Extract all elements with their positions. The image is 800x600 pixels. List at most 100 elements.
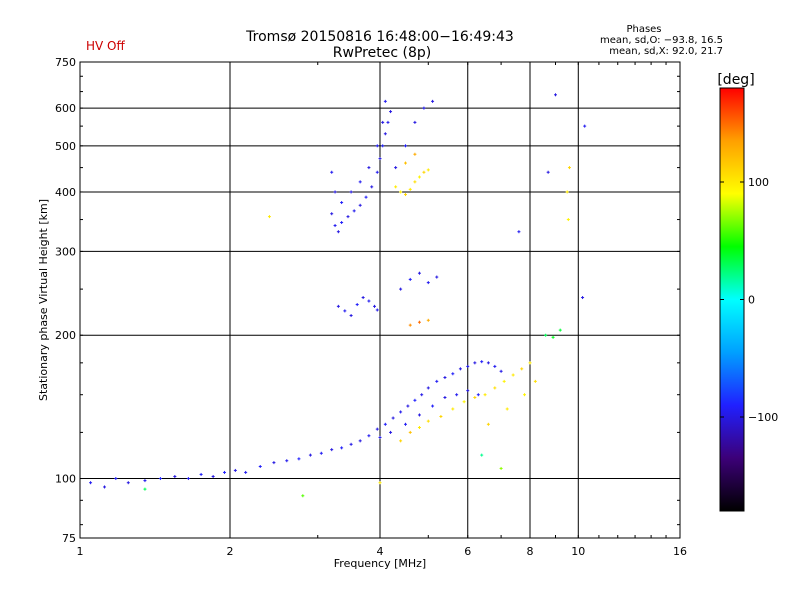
- data-point: [330, 212, 334, 216]
- data-point: [451, 372, 455, 376]
- data-point: [89, 481, 93, 485]
- data-point: [426, 168, 430, 172]
- x-tick-label: 1: [77, 545, 84, 558]
- data-point: [417, 175, 421, 179]
- data-point: [308, 453, 312, 457]
- data-point: [399, 439, 403, 443]
- data-point: [381, 120, 385, 124]
- chart-subtitle: RwPretec (8p): [333, 45, 431, 61]
- data-point: [378, 157, 382, 161]
- data-point: [361, 296, 365, 300]
- data-point: [364, 195, 368, 199]
- data-point: [373, 304, 377, 308]
- data-point: [483, 393, 487, 397]
- data-point: [389, 110, 393, 114]
- data-point: [352, 209, 356, 213]
- data-point: [458, 367, 462, 371]
- data-point: [158, 477, 162, 481]
- data-point: [553, 93, 557, 97]
- data-point: [417, 413, 421, 417]
- data-point: [358, 180, 362, 184]
- data-point: [367, 434, 371, 438]
- data-point: [346, 215, 350, 219]
- data-point: [455, 393, 459, 397]
- data-point: [330, 170, 334, 174]
- data-point: [258, 464, 262, 468]
- data-point: [233, 468, 237, 472]
- data-point: [511, 373, 515, 377]
- data-point: [413, 398, 417, 402]
- data-point: [403, 144, 407, 148]
- data-point: [466, 389, 470, 393]
- data-point: [546, 170, 550, 174]
- hv-status-label: HV Off: [86, 39, 125, 53]
- chart-title: Tromsø 20150816 16:48:00−16:49:43: [245, 29, 514, 45]
- data-point: [336, 230, 340, 234]
- x-tick-label: 6: [464, 545, 471, 558]
- data-point: [566, 218, 570, 222]
- y-tick-label: 400: [55, 186, 76, 199]
- phase-stats-line-2: mean, sd,X: 92.0, 21.7: [609, 46, 723, 57]
- data-point: [375, 427, 379, 431]
- data-point: [422, 106, 426, 110]
- data-point: [426, 318, 430, 322]
- data-point: [417, 271, 421, 275]
- y-tick-label: 750: [55, 56, 76, 69]
- data-point: [114, 477, 118, 481]
- data-point: [462, 400, 466, 404]
- data-point: [502, 379, 506, 383]
- data-point: [523, 393, 527, 397]
- data-point: [383, 99, 387, 103]
- colorbar-tick-label: −100: [748, 411, 778, 424]
- data-point: [403, 161, 407, 165]
- data-point: [399, 410, 403, 414]
- colorbar-label: [deg]: [717, 72, 754, 88]
- data-point: [413, 180, 417, 184]
- data-point: [399, 190, 403, 194]
- data-point: [493, 364, 497, 368]
- data-point: [126, 481, 130, 485]
- x-tick-label: 8: [527, 545, 534, 558]
- data-point: [272, 461, 276, 465]
- data-point: [375, 144, 379, 148]
- data-point: [370, 185, 374, 189]
- data-point: [406, 404, 410, 408]
- data-point: [330, 448, 334, 452]
- data-point: [551, 335, 555, 339]
- data-point: [381, 144, 385, 148]
- data-point: [520, 367, 524, 371]
- x-tick-label: 4: [377, 545, 384, 558]
- data-point: [333, 224, 337, 228]
- data-point: [443, 395, 447, 399]
- data-point: [466, 364, 470, 368]
- data-point: [355, 303, 359, 307]
- data-point: [297, 457, 301, 461]
- x-axis-label: Frequency [MHz]: [334, 557, 426, 570]
- data-point: [499, 369, 503, 373]
- y-tick-label: 75: [62, 532, 76, 545]
- data-point: [403, 193, 407, 197]
- data-point: [211, 474, 215, 478]
- data-point: [319, 451, 323, 455]
- data-point: [143, 487, 147, 491]
- data-point: [431, 404, 435, 408]
- y-tick-label: 300: [55, 245, 76, 258]
- data-point: [435, 275, 439, 279]
- y-tick-label: 500: [55, 140, 76, 153]
- data-point: [301, 494, 305, 498]
- data-point: [435, 379, 439, 383]
- data-point: [267, 215, 271, 219]
- data-point: [367, 299, 371, 303]
- data-point: [103, 485, 107, 489]
- data-point: [143, 479, 147, 483]
- x-tick-label: 2: [227, 545, 234, 558]
- data-point: [544, 333, 548, 337]
- phase-stats-line-1: mean, sd,O: −93.8, 16.5: [600, 35, 723, 46]
- data-point: [451, 407, 455, 411]
- data-point: [493, 386, 497, 390]
- data-point: [486, 361, 490, 365]
- data-point: [408, 277, 412, 281]
- y-axis-label: Stationary phase Virtual Height [km]: [37, 199, 50, 401]
